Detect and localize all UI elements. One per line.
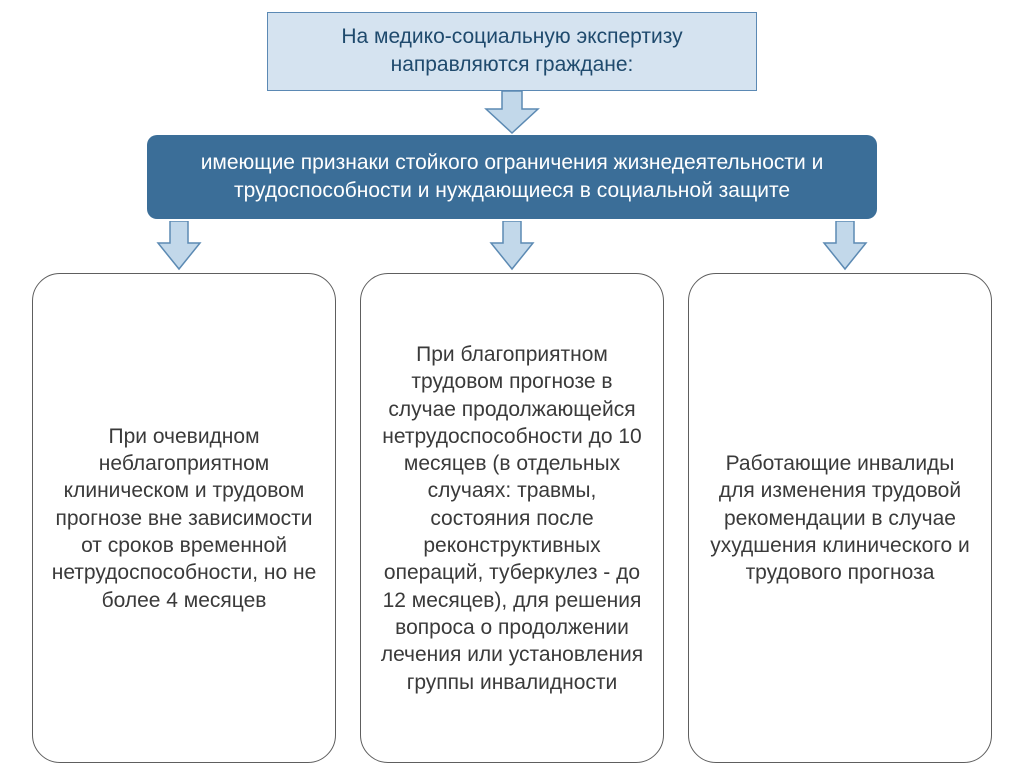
header-text: На медико-социальную экспертизу направля… [341, 25, 682, 76]
columns-row: При очевидном неблагоприятном клиническо… [12, 273, 1012, 763]
column-box-2: При благоприятном трудовом прогнозе в сл… [360, 273, 664, 763]
criteria-box: имеющие признаки стойкого ограничения жи… [147, 135, 877, 220]
arrows-row [12, 221, 1012, 271]
header-box: На медико-социальную экспертизу направля… [267, 12, 757, 91]
column-text-3: Работающие инвалиды для изменения трудов… [707, 450, 973, 586]
column-text-2: При благоприятном трудовом прогнозе в сл… [379, 341, 645, 696]
criteria-text: имеющие признаки стойкого ограничения жи… [201, 151, 824, 202]
arrow-col-2-icon [489, 221, 535, 271]
column-text-1: При очевидном неблагоприятном клиническо… [51, 423, 317, 614]
column-box-1: При очевидном неблагоприятном клиническо… [32, 273, 336, 763]
arrow-col-1-icon [156, 221, 202, 271]
arrow-top-icon [484, 91, 540, 135]
column-box-3: Работающие инвалиды для изменения трудов… [688, 273, 992, 763]
arrow-col-3-icon [822, 221, 868, 271]
